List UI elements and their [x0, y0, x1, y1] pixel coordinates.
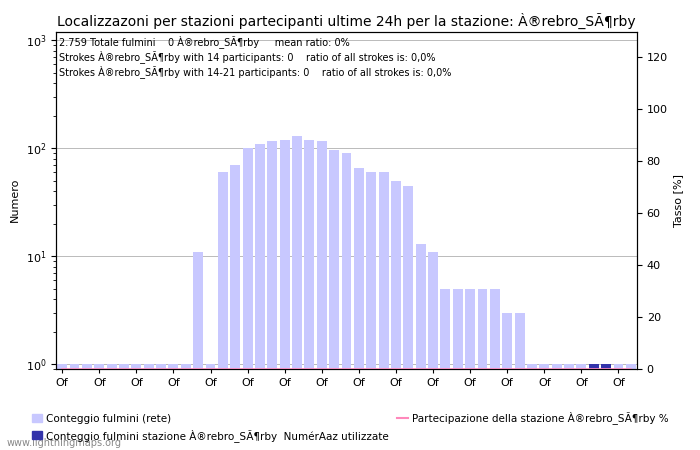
Legend: Conteggio fulmini (rete), Conteggio fulmini stazione À®rebro_SÃ¶rby  NumérAaz ut: Conteggio fulmini (rete), Conteggio fulm…	[29, 409, 671, 445]
Bar	[527, 364, 537, 450]
Bar	[428, 252, 438, 450]
Bar	[466, 288, 475, 450]
Bar	[94, 364, 104, 450]
Y-axis label: Numero: Numero	[10, 178, 20, 222]
Bar	[490, 288, 500, 450]
Bar	[514, 313, 524, 450]
Bar	[169, 364, 178, 450]
Bar	[181, 364, 190, 450]
Bar	[82, 364, 92, 450]
Bar	[106, 364, 117, 450]
Bar	[267, 141, 277, 450]
Bar	[156, 364, 166, 450]
Bar	[453, 288, 463, 450]
Bar	[342, 153, 351, 450]
Bar	[366, 172, 376, 450]
Bar	[304, 140, 314, 450]
Bar	[576, 364, 587, 450]
Bar	[403, 185, 413, 450]
Bar	[416, 244, 426, 450]
Bar	[69, 364, 80, 450]
Bar	[230, 165, 240, 450]
Title: Localizzazoni per stazioni partecipanti ultime 24h per la stazione: À®rebro_SÃ¶r: Localizzazoni per stazioni partecipanti …	[57, 13, 636, 29]
Bar	[193, 252, 203, 450]
Bar	[564, 364, 574, 450]
Bar	[329, 150, 339, 450]
Bar	[255, 144, 265, 450]
Bar	[440, 288, 450, 450]
Bar	[280, 140, 290, 450]
Bar	[601, 364, 611, 450]
Bar	[379, 172, 389, 450]
Bar	[218, 172, 228, 450]
Bar	[601, 364, 611, 450]
Text: www.lightningmaps.org: www.lightningmaps.org	[7, 438, 122, 448]
Bar	[144, 364, 154, 450]
Bar	[589, 364, 598, 450]
Y-axis label: Tasso [%]: Tasso [%]	[673, 174, 683, 227]
Bar	[503, 313, 512, 450]
Bar	[57, 364, 67, 450]
Bar	[243, 148, 253, 450]
Bar	[132, 364, 141, 450]
Bar	[477, 288, 487, 450]
Bar	[354, 168, 364, 450]
Bar	[613, 364, 624, 450]
Bar	[119, 364, 129, 450]
Bar	[292, 136, 302, 450]
Bar	[626, 364, 636, 450]
Text: 2.759 Totale fulmini    0 À®rebro_SÃ¶rby     mean ratio: 0%
Strokes À®rebro_SÃ¶r: 2.759 Totale fulmini 0 À®rebro_SÃ¶rby me…	[59, 35, 452, 77]
Bar	[589, 364, 598, 450]
Bar	[539, 364, 550, 450]
Bar	[552, 364, 561, 450]
Bar	[391, 180, 401, 450]
Bar	[206, 364, 216, 450]
Bar	[317, 141, 327, 450]
